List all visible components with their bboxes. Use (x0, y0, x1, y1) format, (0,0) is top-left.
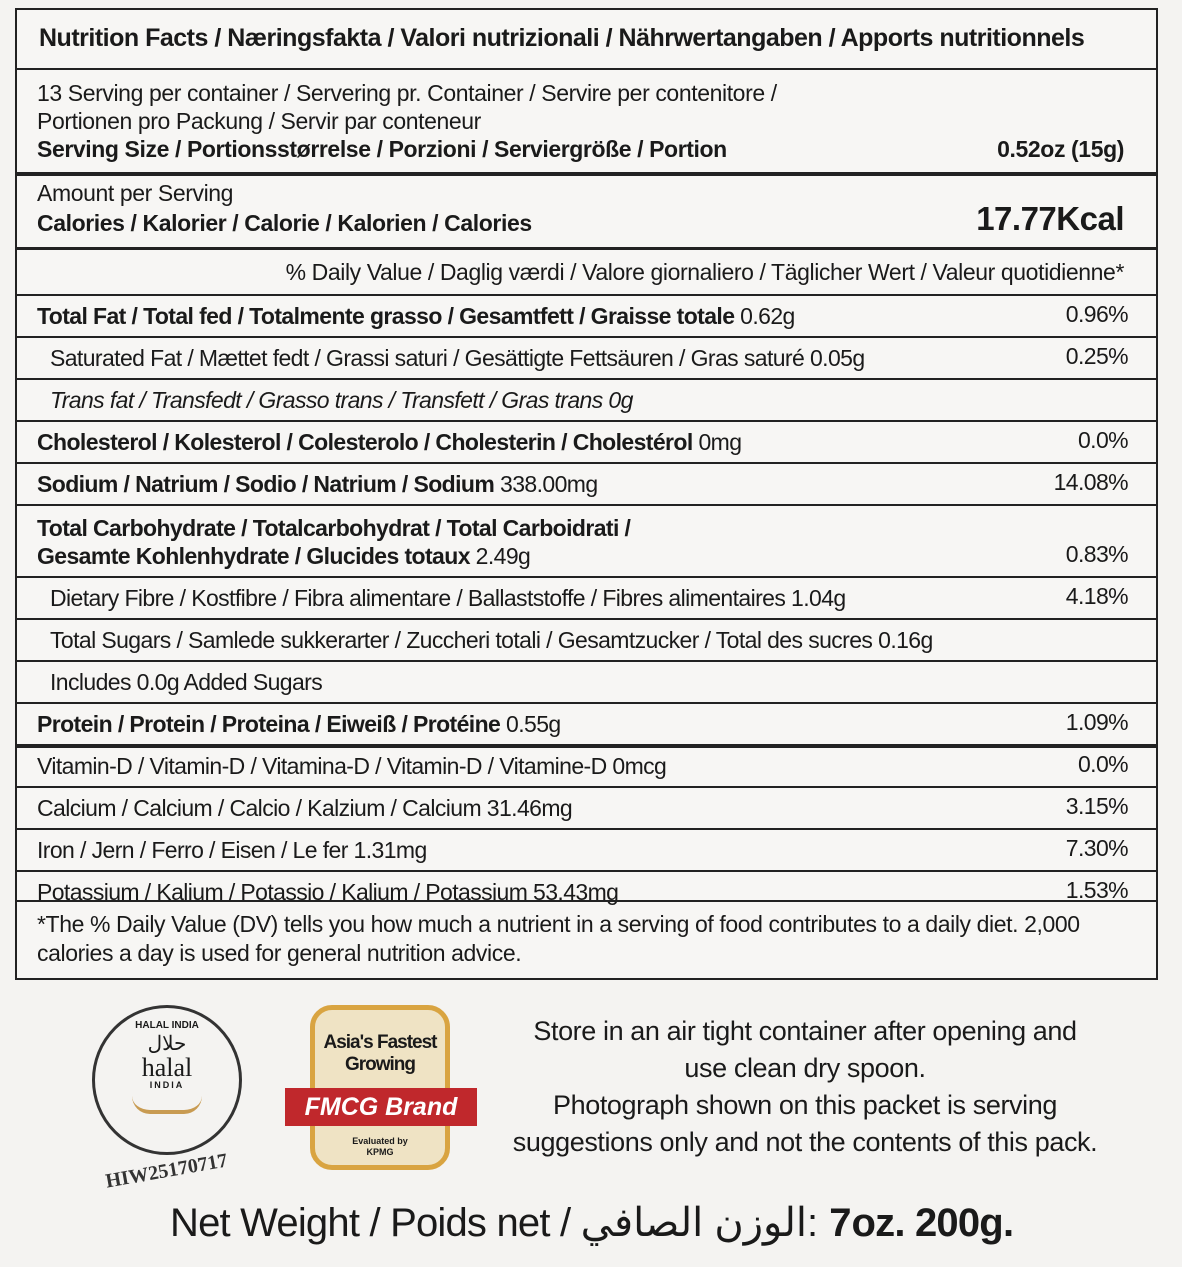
nutrient-amount: Includes 0.0g Added Sugars (50, 669, 323, 695)
nutrient-label: Dietary Fibre / Kostfibre / Fibra alimen… (50, 585, 846, 612)
nutrient-row: Total Fat / Total fed / Totalmente grass… (17, 294, 1156, 336)
nutrient-label: Calcium / Calcium / Calcio / Kalzium / C… (37, 795, 573, 822)
nutrient-label: Iron / Jern / Ferro / Eisen / Le fer 1.3… (37, 837, 427, 864)
nutrient-amount: 0.62g (734, 303, 795, 329)
halal-top-text: HALAL INDIA (135, 1020, 199, 1031)
net-weight-sep: : (807, 1201, 819, 1245)
nutrient-row: Protein / Protein / Proteina / Eiweiß / … (17, 702, 1156, 744)
nutrient-name: Cholesterol / Kolesterol / Colesterolo /… (37, 429, 693, 455)
nutrient-label: Cholesterol / Kolesterol / Colesterolo /… (37, 429, 742, 456)
nutrient-name: Total Carbohydrate / Totalcarbohydrat / … (37, 515, 631, 541)
calories-label: Calories / Kalorier / Calorie / Kalorien… (37, 210, 532, 236)
serving-size-label: Serving Size / Portionsstørrelse / Porzi… (37, 136, 727, 162)
nutrient-amount: Calcium / Calcium / Calcio / Kalzium / C… (37, 795, 573, 821)
nutrient-label: Includes 0.0g Added Sugars (50, 669, 323, 696)
nutrient-row: Potassium / Kalium / Potassio / Kalium /… (17, 870, 1156, 912)
nutrient-daily-value: 1.09% (1065, 709, 1129, 735)
nutrient-row: Iron / Jern / Ferro / Eisen / Le fer 1.3… (17, 828, 1156, 870)
nutrient-row: Total Carbohydrate / Totalcarbohydrat / … (17, 504, 1156, 576)
amount-per-serving: Amount per Serving (37, 180, 234, 206)
nutrient-daily-value: 14.08% (1053, 469, 1129, 495)
nutrient-name-line2: Gesamte Kohlenhydrate / Glucides totaux (37, 543, 470, 569)
nutrient-amount: Dietary Fibre / Kostfibre / Fibra alimen… (50, 585, 846, 611)
halal-sub: INDIA (149, 1080, 185, 1090)
nutrient-amount: 2.49g (469, 543, 531, 569)
fmcg-sub: Evaluated by KPMG (352, 1136, 408, 1157)
nutrient-daily-value: 0.96% (1065, 301, 1129, 327)
halal-word: halal (141, 1053, 193, 1082)
nutrient-daily-value: 1.53% (1065, 877, 1129, 903)
footnote-divider (17, 900, 1156, 902)
net-weight-value: 7oz. 200g. (829, 1201, 1014, 1245)
storage-line3: Photograph shown on this packet is servi… (552, 1090, 1057, 1120)
serving-size-value: 0.52oz (15g) (997, 136, 1124, 162)
servings-per-container-line1: 13 Serving per container / Servering pr.… (37, 80, 777, 106)
nutrient-amount: Iron / Jern / Ferro / Eisen / Le fer 1.3… (37, 837, 427, 863)
nutrient-amount: 0.55g (500, 711, 561, 737)
nutrient-label: Total Sugars / Samlede sukkerarter / Zuc… (50, 627, 933, 654)
nutrient-label: Total Carbohydrate / Totalcarbohydrat / … (37, 514, 631, 570)
nutrient-daily-value: 4.18% (1065, 583, 1129, 609)
nutrient-label: Saturated Fat / Mættet fedt / Grassi sat… (50, 345, 865, 372)
nutrient-label: Total Fat / Total fed / Totalmente grass… (37, 303, 795, 330)
nutrient-daily-value: 0.25% (1065, 343, 1129, 369)
nutrition-title: Nutrition Facts / Næringsfakta / Valori … (39, 24, 1085, 52)
nutrient-amount: Trans fat / Transfedt / Grasso trans / T… (50, 387, 633, 413)
nutrient-daily-value: 0.0% (1077, 427, 1129, 453)
nutrient-label: Vitamin-D / Vitamin-D / Vitamina-D / Vit… (37, 753, 667, 780)
fmcg-line1: Asia's Fastest (323, 1032, 437, 1053)
nutrient-name: Protein / Protein / Proteina / Eiweiß / … (37, 711, 501, 737)
nutrient-amount: Vitamin-D / Vitamin-D / Vitamina-D / Vit… (37, 753, 667, 779)
halal-india-logo: HALAL INDIA حلال halal INDIA (92, 1005, 242, 1155)
net-weight-label: Net Weight / Poids net / (170, 1201, 571, 1245)
nutrient-name: Sodium / Natrium / Sodio / Natrium / Sod… (37, 471, 495, 497)
nutrient-row: Cholesterol / Kolesterol / Colesterolo /… (17, 420, 1156, 462)
nutrient-amount: 0mg (692, 429, 742, 455)
daily-value-header: % Daily Value / Daglig værdi / Valore gi… (17, 247, 1156, 294)
storage-line2: use clean dry spoon. (684, 1053, 926, 1083)
nutrient-row: Includes 0.0g Added Sugars (17, 660, 1156, 702)
nutrient-amount: Saturated Fat / Mættet fedt / Grassi sat… (50, 345, 865, 371)
fmcg-line2: Growing (344, 1054, 416, 1075)
nutrient-amount: 338.00mg (494, 471, 598, 497)
nutrient-row: Saturated Fat / Mættet fedt / Grassi sat… (17, 336, 1156, 378)
book-icon (132, 1096, 202, 1114)
nutrient-label: Sodium / Natrium / Sodio / Natrium / Sod… (37, 471, 598, 498)
fmcg-brand-badge: Asia's Fastest Growing Evaluated by KPMG (310, 1005, 450, 1170)
daily-value-header-text: % Daily Value / Daglig værdi / Valore gi… (285, 259, 1125, 285)
storage-line1: Store in an air tight container after op… (533, 1016, 1077, 1046)
nutrient-daily-value: 0.83% (1065, 541, 1129, 567)
nutrient-name: Total Fat / Total fed / Totalmente grass… (37, 303, 735, 329)
nutrition-facts-panel: Nutrition Facts / Næringsfakta / Valori … (15, 8, 1158, 980)
calories-section: Amount per Serving Calories / Kalorier /… (17, 172, 1156, 247)
halal-arabic: حلال (147, 1033, 187, 1055)
halal-code: HIW25170717 (103, 1149, 230, 1193)
nutrient-label: Trans fat / Transfedt / Grasso trans / T… (50, 387, 633, 414)
nutrient-row: Total Sugars / Samlede sukkerarter / Zuc… (17, 618, 1156, 660)
calories-value: 17.77Kcal (976, 200, 1124, 237)
storage-line4: suggestions only and not the contents of… (512, 1127, 1098, 1157)
serving-section: 13 Serving per container / Servering pr.… (17, 68, 1156, 172)
nutrient-row: Calcium / Calcium / Calcio / Kalzium / C… (17, 786, 1156, 828)
servings-per-container-line2: Portionen pro Packung / Servir par conte… (37, 108, 481, 134)
storage-instructions: Store in an air tight container after op… (505, 1013, 1105, 1161)
nutrient-row: Dietary Fibre / Kostfibre / Fibra alimen… (17, 576, 1156, 618)
nutrient-row: Sodium / Natrium / Sodio / Natrium / Sod… (17, 462, 1156, 504)
nutrient-label: Protein / Protein / Proteina / Eiweiß / … (37, 711, 561, 738)
nutrient-daily-value: 7.30% (1065, 835, 1129, 861)
net-weight: Net Weight / Poids net / الوزن الصافي: 7… (170, 1200, 1014, 1246)
nutrient-row: Vitamin-D / Vitamin-D / Vitamina-D / Vit… (17, 744, 1156, 786)
nutrient-daily-value: 3.15% (1065, 793, 1129, 819)
footnote: *The % Daily Value (DV) tells you how mu… (37, 911, 1080, 966)
nutrient-row: Trans fat / Transfedt / Grasso trans / T… (17, 378, 1156, 420)
nutrient-amount: Total Sugars / Samlede sukkerarter / Zuc… (50, 627, 933, 653)
nutrient-daily-value: 0.0% (1077, 751, 1129, 777)
fmcg-ribbon: FMCG Brand (285, 1088, 477, 1126)
net-weight-arabic: الوزن الصافي (580, 1201, 808, 1245)
